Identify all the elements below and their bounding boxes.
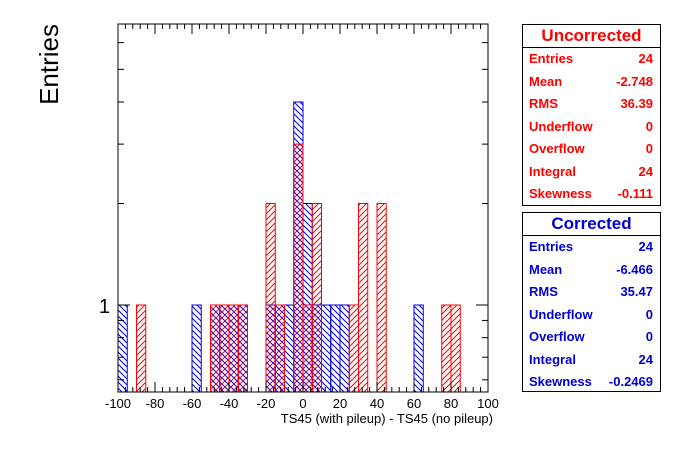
uncorrected-bar xyxy=(293,143,304,393)
stats-value: -2.748 xyxy=(616,73,653,89)
uncorrected-bar xyxy=(441,304,452,393)
x-tick-label: -80 xyxy=(146,396,165,411)
stats-row: RMS 35.47 xyxy=(523,281,660,304)
stats-row: Mean -2.748 xyxy=(523,71,660,94)
stats-value: -0.2469 xyxy=(608,374,653,389)
stats-row: Integral 24 xyxy=(523,349,660,372)
x-tick-label: 40 xyxy=(370,396,384,411)
stats-row: Skewness -0.2469 xyxy=(523,371,660,394)
uncorrected-bar xyxy=(358,203,369,393)
uncorrected-bar xyxy=(348,304,359,393)
x-axis: -100 -80 -60 -40 -20 0 20 40 60 80 100 xyxy=(105,24,499,411)
stats-value: 24 xyxy=(638,163,653,179)
uncorrected-bar xyxy=(302,304,313,393)
stats-row: Skewness -0.111 xyxy=(523,183,660,206)
stats-row: RMS 36.39 xyxy=(523,93,660,116)
stats-value: -6.466 xyxy=(616,261,653,277)
y-axis-title: Entries xyxy=(34,24,64,105)
stats-label: Overflow xyxy=(529,141,585,156)
stats-value: 24 xyxy=(638,239,653,254)
y-axis xyxy=(118,42,488,381)
stats-value: 24 xyxy=(638,351,653,367)
x-axis-title: TS45 (with pileup) - TS45 (no pileup) xyxy=(281,411,493,426)
x-tick-label: -60 xyxy=(183,396,202,411)
stats-label: Overflow xyxy=(529,329,585,344)
x-tick-label: 100 xyxy=(477,396,499,411)
stats-label: RMS xyxy=(529,284,558,299)
stats-box-corrected: Corrected Entries 24 Mean -6.466 RMS 35.… xyxy=(522,212,661,392)
stats-row: Underflow 0 xyxy=(523,304,660,327)
uncorrected-series xyxy=(136,143,461,393)
stats-value: 35.47 xyxy=(620,284,653,299)
stats-label: Mean xyxy=(529,73,563,89)
uncorrected-bar xyxy=(210,304,221,393)
corrected-bar xyxy=(117,304,128,393)
stats-label: Entries xyxy=(529,51,574,66)
stats-label: Skewness xyxy=(529,374,592,389)
corrected-bar xyxy=(284,304,295,393)
stats-value: -0.111 xyxy=(617,186,653,201)
stats-label: Integral xyxy=(529,351,576,367)
x-tick-label: -40 xyxy=(220,396,239,411)
stats-box-uncorrected: Uncorrected Entries 24 Mean -2.748 RMS 3… xyxy=(522,24,661,206)
stats-row: Entries 24 xyxy=(523,48,660,71)
uncorrected-bar xyxy=(311,203,322,393)
corrected-bar xyxy=(321,304,332,393)
uncorrected-bar xyxy=(450,304,461,393)
uncorrected-bar xyxy=(274,304,285,393)
stats-label: Mean xyxy=(529,261,563,277)
x-tick-label: -100 xyxy=(105,396,131,411)
stats-value: 24 xyxy=(638,51,653,66)
stats-label: Skewness xyxy=(529,186,592,201)
stats-value: 0 xyxy=(645,329,653,344)
stats-title-corrected: Corrected xyxy=(523,213,660,236)
stats-row: Integral 24 xyxy=(523,161,660,184)
stats-value: 36.39 xyxy=(620,96,653,111)
stats-value: 0 xyxy=(645,118,653,134)
uncorrected-bar xyxy=(136,304,147,393)
stats-row: Overflow 0 xyxy=(523,326,660,349)
uncorrected-bar xyxy=(228,304,239,393)
stats-value: 0 xyxy=(645,141,653,156)
corrected-bar xyxy=(191,304,202,393)
stats-label: Integral xyxy=(529,163,576,179)
stats-row: Entries 24 xyxy=(523,236,660,259)
stats-title-uncorrected: Uncorrected xyxy=(523,25,660,48)
stats-label: Entries xyxy=(529,239,574,254)
x-tick-label: -20 xyxy=(257,396,276,411)
corrected-bar xyxy=(330,304,341,393)
uncorrected-bar xyxy=(376,203,387,393)
corrected-bar xyxy=(339,304,350,393)
x-tick-label: 20 xyxy=(333,396,347,411)
stats-label: RMS xyxy=(529,96,558,111)
x-tick-label: 0 xyxy=(299,396,306,411)
x-tick-label: 80 xyxy=(444,396,458,411)
y-tick-label-1: 1 xyxy=(99,296,110,318)
corrected-bar xyxy=(413,304,424,393)
uncorrected-bar xyxy=(237,304,248,393)
stats-label: Underflow xyxy=(529,306,593,322)
x-tick-label: 60 xyxy=(407,396,421,411)
uncorrected-bar xyxy=(219,304,230,393)
stats-row: Mean -6.466 xyxy=(523,259,660,282)
uncorrected-bar xyxy=(265,203,276,393)
stats-row: Overflow 0 xyxy=(523,138,660,161)
stats-label: Underflow xyxy=(529,118,593,134)
stats-value: 0 xyxy=(645,306,653,322)
stats-row: Underflow 0 xyxy=(523,116,660,139)
